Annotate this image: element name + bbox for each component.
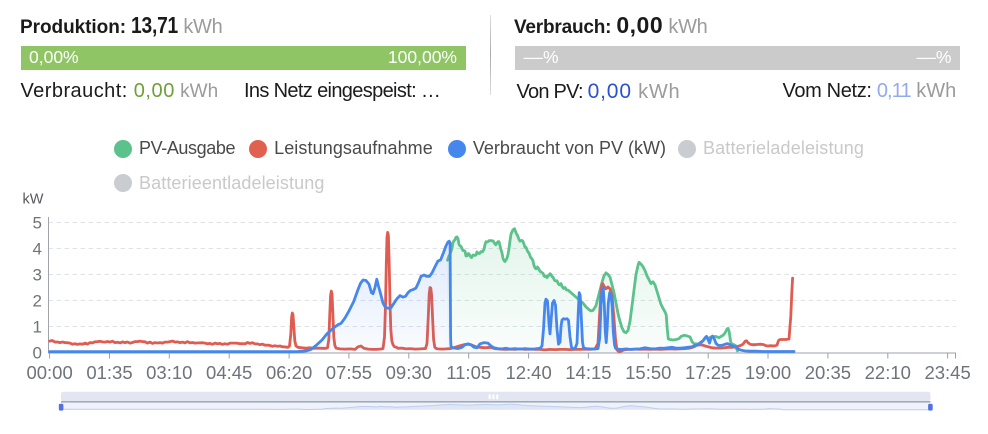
- svg-text:14:15: 14:15: [565, 362, 611, 383]
- svg-text:15:50: 15:50: [625, 362, 671, 383]
- svg-text:03:10: 03:10: [146, 362, 192, 383]
- svg-text:kW: kW: [23, 192, 44, 208]
- svg-text:4: 4: [33, 239, 42, 258]
- svg-text:20:35: 20:35: [805, 362, 851, 383]
- svg-text:07:55: 07:55: [326, 362, 372, 383]
- svg-text:22:10: 22:10: [865, 362, 911, 383]
- svg-text:2: 2: [33, 291, 42, 310]
- svg-text:04:45: 04:45: [206, 362, 252, 383]
- svg-text:23:45: 23:45: [924, 362, 970, 383]
- svg-text:5: 5: [33, 213, 42, 232]
- svg-text:0: 0: [33, 343, 42, 362]
- svg-text:17:25: 17:25: [685, 362, 731, 383]
- svg-text:3: 3: [33, 265, 42, 284]
- svg-text:1: 1: [33, 317, 42, 336]
- svg-text:12:40: 12:40: [505, 362, 551, 383]
- svg-text:06:20: 06:20: [266, 362, 312, 383]
- svg-text:01:35: 01:35: [86, 362, 132, 383]
- svg-text:11:05: 11:05: [446, 362, 491, 383]
- svg-text:09:30: 09:30: [386, 362, 432, 383]
- svg-text:19:00: 19:00: [745, 362, 791, 383]
- svg-text:00:00: 00:00: [26, 362, 72, 383]
